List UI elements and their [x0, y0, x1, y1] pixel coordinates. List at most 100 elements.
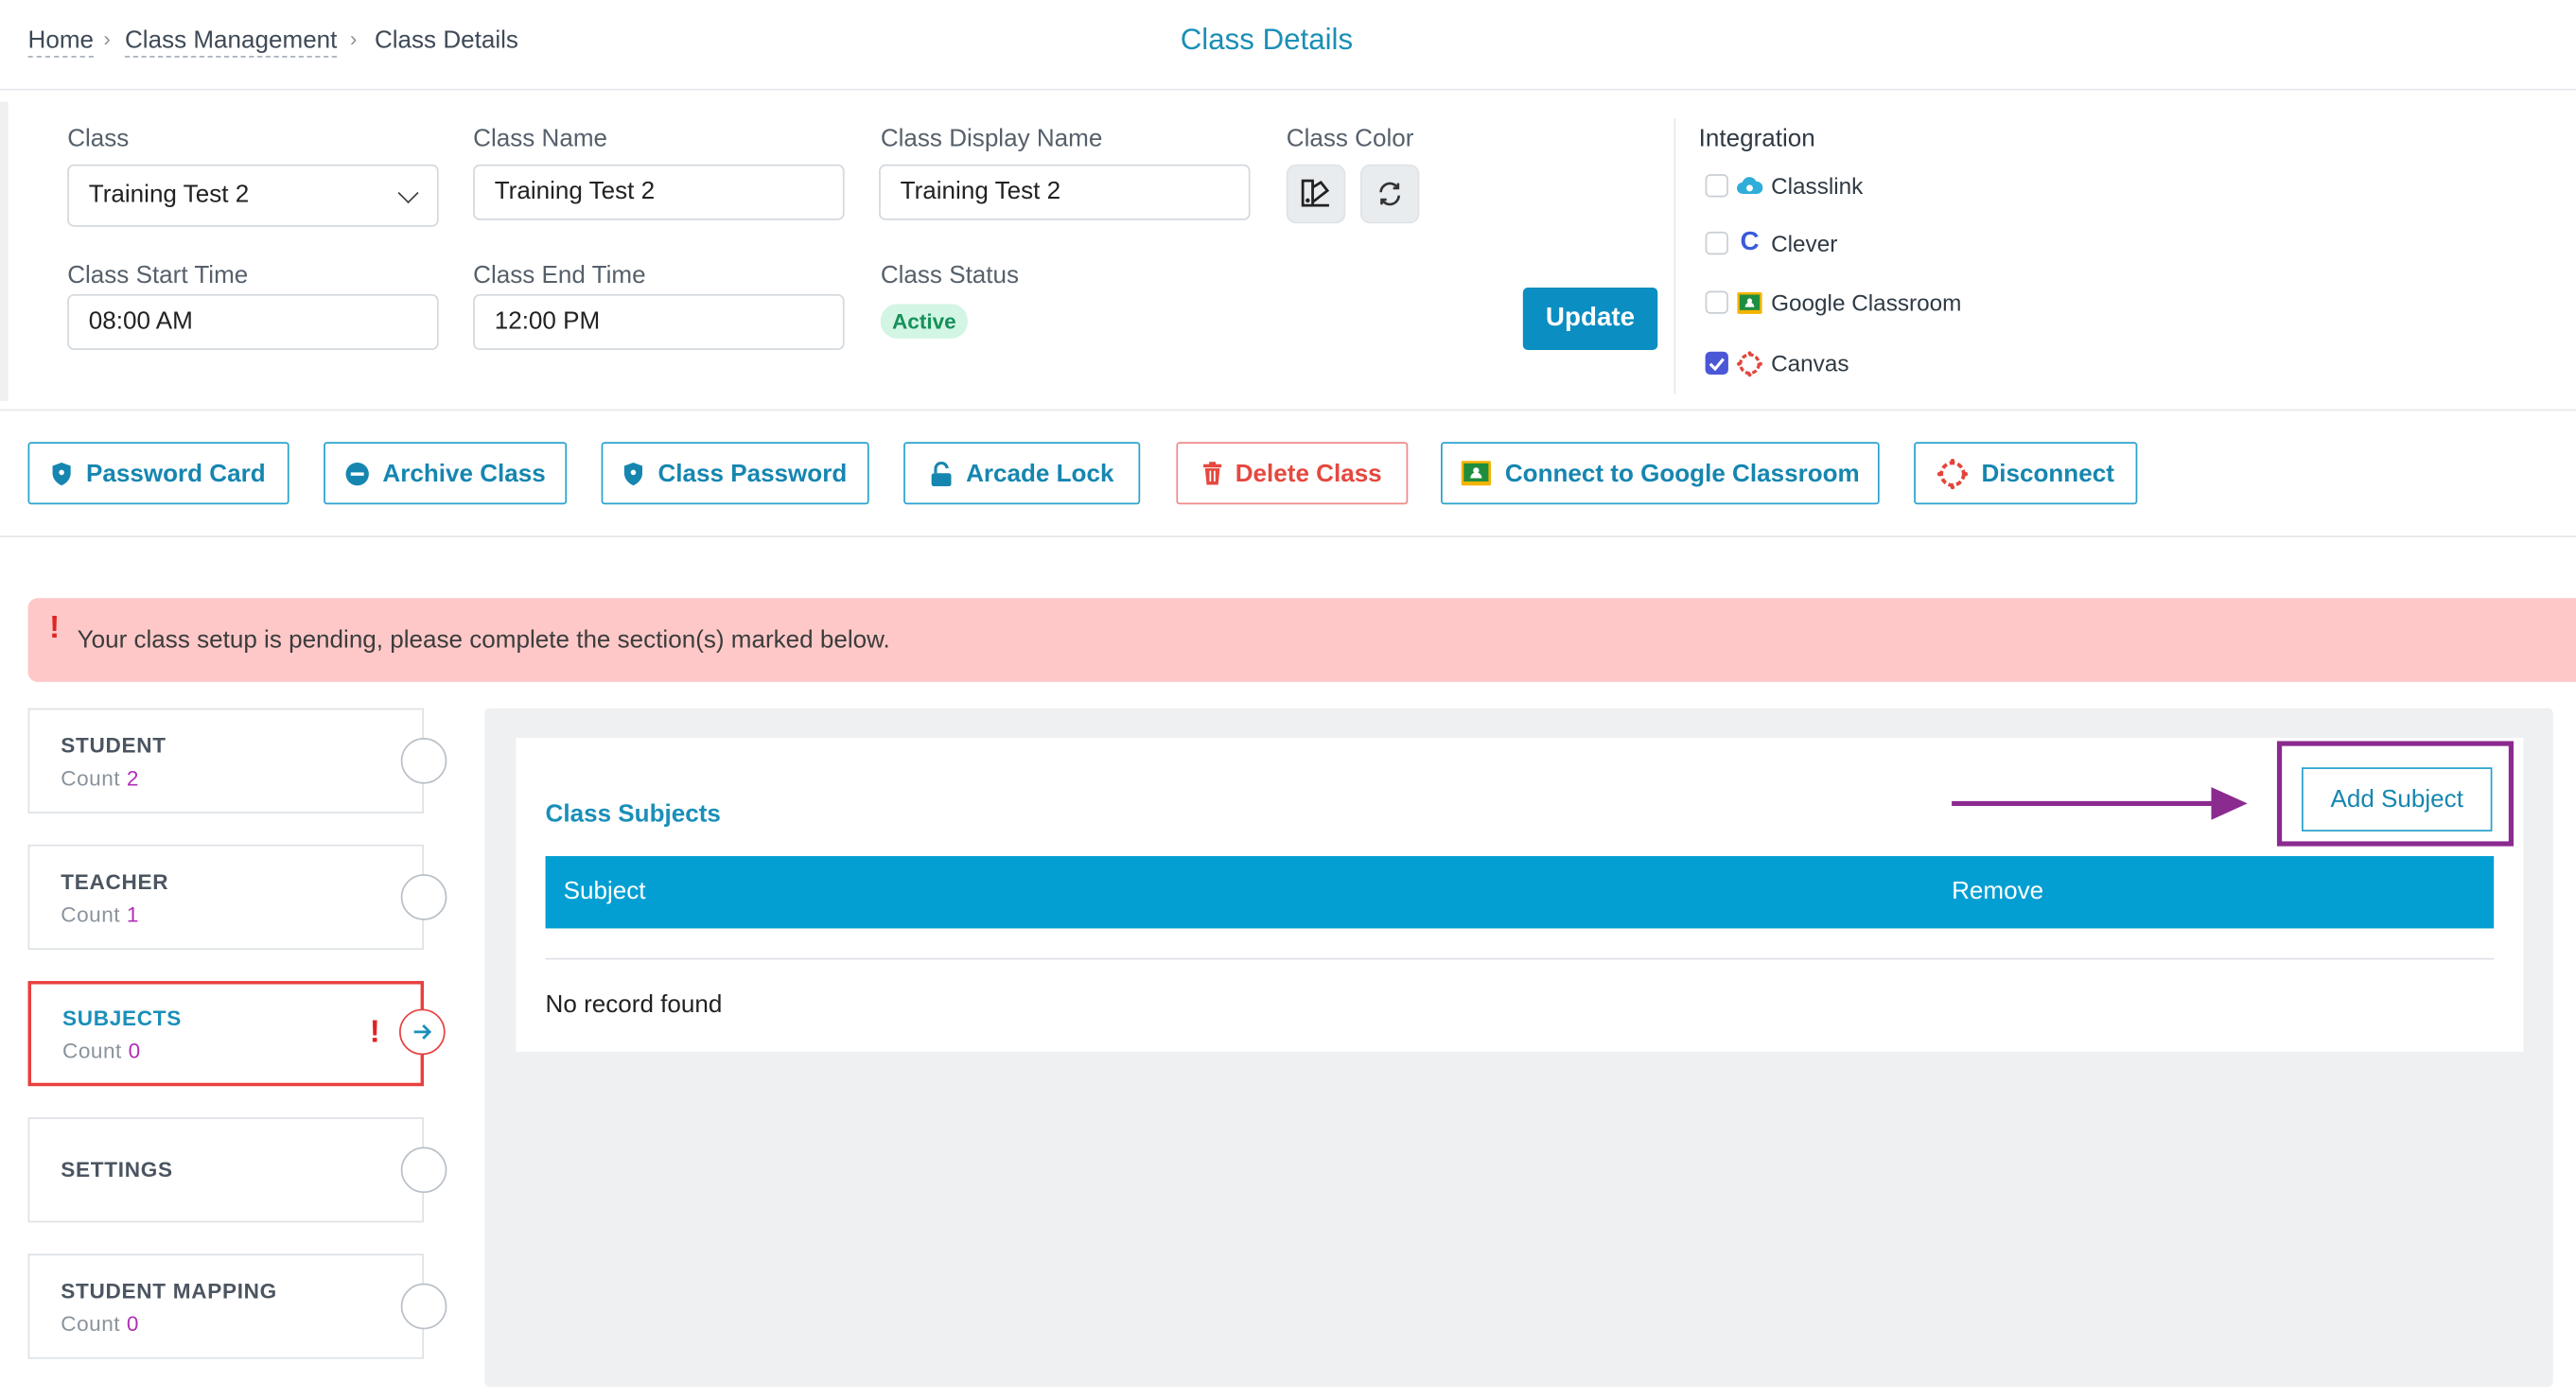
delete-class-label: Delete Class: [1235, 459, 1382, 488]
page-title: Class Details: [1180, 23, 1354, 57]
pending-setup-alert: [27, 598, 2576, 682]
section-subjects[interactable]: SUBJECTS Count 0 !: [27, 981, 425, 1087]
class-label: Class: [67, 125, 130, 153]
class-password-button[interactable]: Class Password: [601, 442, 869, 505]
arrow-right-circle-icon[interactable]: [398, 1008, 446, 1056]
disconnect-label: Disconnect: [1981, 459, 2114, 488]
actions-divider: [0, 535, 2576, 538]
canvas-icon: [1936, 458, 1969, 489]
google-classroom-icon: [1737, 289, 1763, 316]
section-title: SUBJECTS: [61, 1006, 183, 1031]
table-divider: [545, 957, 2495, 960]
disconnect-button[interactable]: Disconnect: [1914, 442, 2138, 505]
arcade-lock-label: Arcade Lock: [966, 459, 1114, 488]
status-circle-icon: [400, 1146, 447, 1194]
breadcrumb-class-management[interactable]: Class Management: [124, 26, 338, 58]
minus-circle-icon: [344, 461, 369, 485]
integration-google-classroom[interactable]: Google Classroom: [1705, 288, 1962, 317]
refresh-icon: [1379, 182, 1401, 206]
color-swatch-icon: [1301, 179, 1330, 207]
archive-class-button[interactable]: Archive Class: [324, 442, 568, 505]
clever-checkbox[interactable]: [1705, 231, 1728, 255]
class-subjects-title: Class Subjects: [545, 799, 721, 829]
status-badge: Active: [880, 304, 968, 339]
clever-label: Clever: [1771, 230, 1838, 256]
status-circle-icon: [400, 737, 447, 784]
class-select-value: Training Test 2: [88, 181, 250, 209]
class-display-name-label: Class Display Name: [880, 125, 1103, 153]
breadcrumb-current: Class Details: [374, 26, 518, 55]
section-teacher[interactable]: TEACHER Count 1: [27, 844, 425, 951]
form-divider: [0, 409, 2576, 411]
form-edge: [0, 101, 9, 401]
password-card-label: Password Card: [85, 459, 266, 488]
checkmark-icon: [1709, 357, 1725, 371]
delete-class-button[interactable]: Delete Class: [1176, 442, 1409, 505]
status-circle-icon: [400, 1283, 447, 1330]
class-end-time-label: Class End Time: [473, 261, 646, 289]
archive-class-label: Archive Class: [382, 459, 546, 488]
section-student-mapping[interactable]: STUDENT MAPPING Count 0: [27, 1253, 425, 1359]
exclamation-icon: !: [49, 611, 61, 646]
section-count: Count 0: [61, 1311, 140, 1337]
chevron-down-icon: [397, 183, 419, 204]
google-classroom-checkbox[interactable]: [1705, 290, 1728, 314]
integration-clever[interactable]: C Clever: [1705, 228, 1838, 257]
status-circle-icon: [400, 874, 447, 920]
google-classroom-icon: [1461, 460, 1492, 486]
unlock-icon: [930, 461, 953, 486]
arcade-lock-button[interactable]: Arcade Lock: [903, 442, 1141, 505]
class-name-label: Class Name: [473, 125, 608, 153]
class-end-time-input[interactable]: 12:00 PM: [473, 293, 845, 351]
classlink-icon: [1737, 172, 1763, 199]
add-subject-button[interactable]: Add Subject: [2301, 767, 2493, 831]
class-name-input[interactable]: Training Test 2: [473, 164, 845, 220]
section-title: SETTINGS: [61, 1156, 173, 1181]
integration-title: Integration: [1698, 125, 1815, 153]
breadcrumb-separator-icon: ›: [103, 26, 111, 51]
section-title: TEACHER: [61, 868, 169, 894]
password-card-button[interactable]: Password Card: [27, 442, 289, 505]
column-remove: Remove: [1952, 877, 2044, 906]
breadcrumb-home[interactable]: Home: [27, 26, 95, 58]
alert-text: Your class setup is pending, please comp…: [77, 625, 890, 655]
section-count: Count 2: [61, 765, 140, 791]
canvas-label: Canvas: [1771, 350, 1849, 376]
shield-icon: [52, 461, 74, 485]
connect-google-classroom-label: Connect to Google Classroom: [1504, 459, 1860, 488]
class-start-time-label: Class Start Time: [67, 261, 249, 289]
integration-classlink[interactable]: Classlink: [1705, 171, 1864, 201]
class-start-time-input[interactable]: 08:00 AM: [67, 293, 439, 351]
annotation-highlight-box: [2276, 741, 2515, 847]
reset-color-button[interactable]: [1359, 164, 1420, 224]
section-student[interactable]: STUDENT Count 2: [27, 708, 425, 814]
class-display-name-input[interactable]: Training Test 2: [879, 164, 1251, 220]
classlink-label: Classlink: [1771, 172, 1864, 200]
connect-google-classroom-button[interactable]: Connect to Google Classroom: [1441, 442, 1880, 505]
canvas-icon: [1737, 350, 1763, 376]
clever-icon: C: [1740, 228, 1760, 256]
class-password-label: Class Password: [657, 459, 848, 488]
subjects-table-header: Subject Remove: [545, 856, 2495, 929]
canvas-checkbox[interactable]: [1705, 351, 1728, 376]
breadcrumb-separator-icon: ›: [349, 26, 358, 51]
classlink-checkbox[interactable]: [1705, 174, 1728, 198]
class-color-label: Class Color: [1286, 125, 1414, 153]
section-settings[interactable]: SETTINGS: [27, 1117, 425, 1223]
integration-divider: [1674, 118, 1676, 394]
header-divider: [0, 88, 2576, 91]
annotation-arrow-icon: [1952, 787, 2248, 820]
integration-canvas[interactable]: Canvas: [1705, 348, 1849, 377]
shield-icon: [623, 461, 645, 485]
section-count: Count 1: [61, 901, 140, 927]
trash-icon: [1202, 462, 1222, 485]
update-button[interactable]: Update: [1522, 287, 1658, 351]
empty-state-text: No record found: [545, 990, 723, 1019]
exclamation-icon: !: [369, 1015, 380, 1051]
class-select[interactable]: Training Test 2: [67, 164, 439, 227]
color-picker-button[interactable]: [1286, 164, 1346, 224]
section-title: STUDENT MAPPING: [61, 1278, 277, 1304]
google-classroom-label: Google Classroom: [1771, 289, 1962, 316]
section-count: Count 0: [61, 1038, 141, 1063]
column-subject: Subject: [563, 877, 646, 906]
